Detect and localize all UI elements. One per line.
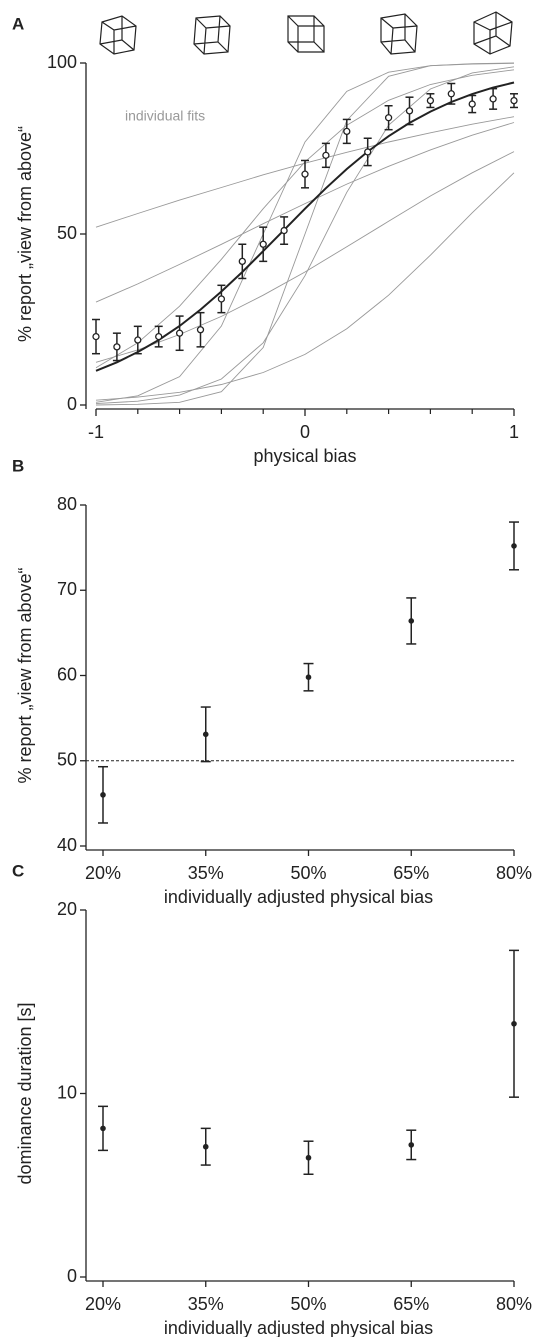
x-tick-label: 65% — [393, 863, 429, 883]
data-point — [175, 329, 184, 337]
panel-label: A — [12, 14, 24, 33]
x-tick-label: 50% — [290, 863, 326, 883]
y-tick-label: 60 — [57, 664, 77, 684]
data-point — [511, 543, 517, 549]
individual-fit-curve — [95, 151, 515, 363]
y-axis-label: dominance duration [s] — [15, 1002, 35, 1184]
data-point — [511, 1020, 517, 1027]
data-point — [301, 170, 309, 178]
data-point — [196, 326, 205, 334]
individual-fit-curve — [95, 66, 515, 405]
y-tick-label: 40 — [57, 835, 77, 855]
data-point — [510, 96, 518, 105]
cube-icon — [380, 13, 418, 55]
data-point — [238, 257, 246, 266]
x-axis-label: individually adjusted physical bias — [164, 1318, 433, 1337]
data-point — [305, 1154, 312, 1161]
individual-fit-curve — [95, 62, 515, 403]
annotation: individual fits — [125, 108, 205, 124]
group-fit-curve — [95, 81, 515, 372]
x-tick-label: 35% — [188, 1294, 224, 1314]
data-point — [155, 332, 163, 341]
cube-icon — [473, 11, 513, 55]
cube-icon — [99, 15, 137, 55]
data-point — [113, 343, 121, 351]
x-tick-label: 80% — [496, 1294, 532, 1314]
x-axis-label: physical bias — [253, 446, 356, 466]
x-tick-label: 35% — [188, 863, 224, 883]
x-tick-label: 20% — [85, 1294, 121, 1314]
data-point — [489, 95, 497, 103]
individual-fit-curve — [95, 122, 515, 303]
x-tick-label: 1 — [509, 422, 519, 442]
cube-icons — [99, 11, 513, 55]
y-tick-label: 50 — [57, 750, 77, 770]
x-tick-label: 80% — [496, 863, 532, 883]
cube-icon — [193, 15, 231, 55]
cube-icon — [287, 15, 325, 53]
data-point — [217, 295, 226, 303]
x-tick-label: 65% — [393, 1294, 429, 1314]
data-point — [202, 1143, 209, 1150]
data-point — [322, 151, 330, 159]
panel-label: C — [12, 861, 24, 880]
y-axis-label: % report „view from above“ — [15, 126, 35, 342]
x-tick-label: 50% — [290, 1294, 326, 1314]
panel-label: B — [12, 456, 24, 475]
y-tick-label: 50 — [57, 223, 77, 243]
data-point — [408, 618, 415, 624]
y-tick-label: 10 — [57, 1082, 77, 1102]
data-point — [468, 100, 476, 108]
x-tick-label: -1 — [88, 422, 104, 442]
data-point — [100, 792, 106, 798]
data-point — [259, 240, 267, 248]
x-axis-label: individually adjusted physical bias — [164, 887, 433, 907]
data-point — [447, 90, 455, 98]
data-point — [280, 226, 288, 235]
data-point — [426, 96, 435, 105]
y-tick-label: 0 — [67, 394, 77, 414]
data-point — [202, 731, 209, 738]
data-point — [364, 148, 372, 156]
y-tick-label: 20 — [57, 899, 77, 919]
x-tick-label: 0 — [300, 422, 310, 442]
data-point — [305, 674, 312, 681]
y-tick-label: 70 — [57, 579, 77, 599]
y-tick-label: 80 — [57, 494, 77, 514]
data-point — [405, 107, 414, 115]
y-tick-label: 0 — [67, 1266, 77, 1286]
data-point — [343, 127, 351, 136]
data-point — [408, 1142, 415, 1148]
x-tick-label: 20% — [85, 863, 121, 883]
y-tick-label: 100 — [47, 52, 77, 72]
data-point — [92, 332, 100, 341]
data-point — [134, 336, 142, 344]
y-axis-label: % report „view from above“ — [15, 567, 35, 783]
data-point — [384, 114, 393, 122]
individual-fit-curve — [95, 172, 515, 401]
data-point — [100, 1125, 106, 1132]
